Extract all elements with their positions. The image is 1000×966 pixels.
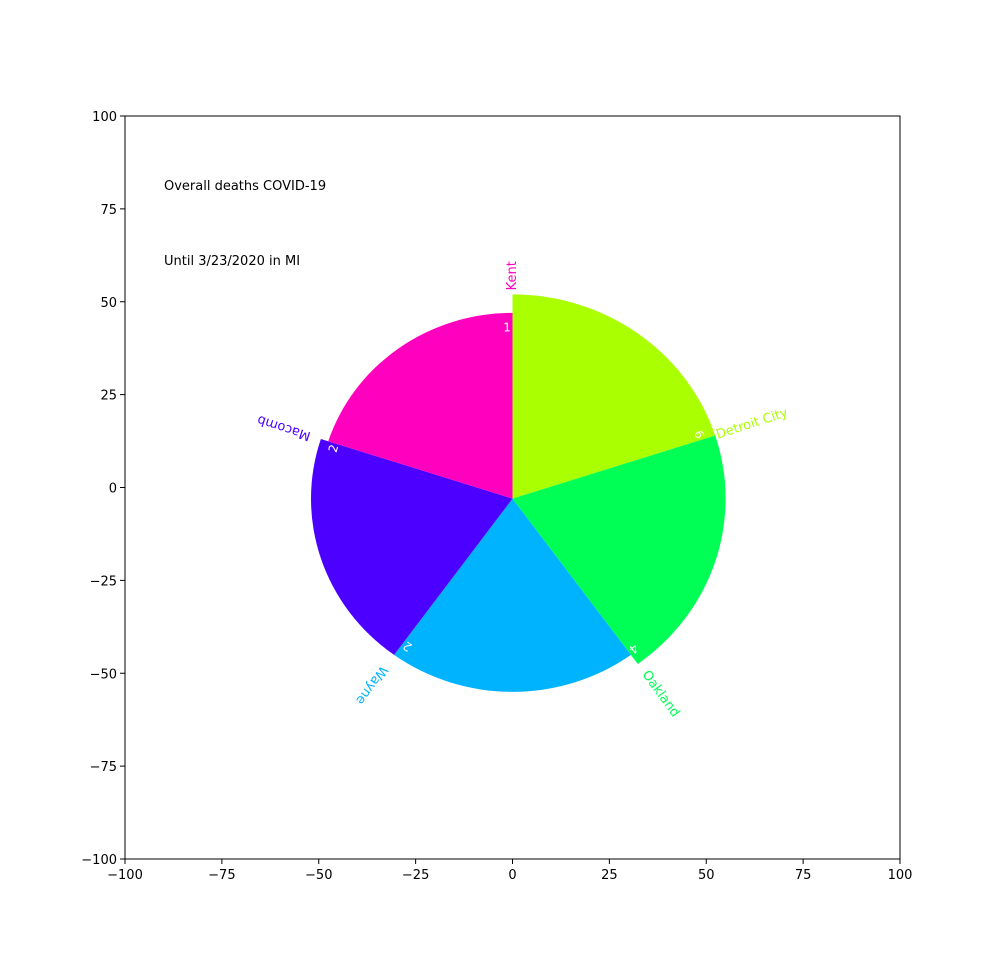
y-tick-label: 0	[109, 482, 117, 497]
x-tick-label: 100	[888, 868, 913, 883]
x-tick-label: 75	[795, 868, 812, 883]
slice-category-label: Macomb	[255, 412, 312, 443]
slice-category-label: Wayne	[352, 663, 390, 707]
x-tick-label: 0	[508, 868, 516, 883]
x-tick-label: −50	[305, 868, 332, 883]
slice-category-label: Oakland	[639, 668, 683, 720]
slice-value-label: 6	[691, 429, 707, 441]
pie-slice	[311, 438, 513, 655]
x-tick-label: 50	[698, 868, 715, 883]
pie-slice	[512, 435, 726, 664]
slice-value-label: 1	[503, 320, 511, 334]
ticks-layer: −100 −75 −50 −25 0 25 50 75 100 −100 −75 −50 −25 0 25 5…	[81, 110, 912, 883]
y-tick-label: −75	[90, 760, 117, 775]
y-tick-label: 50	[100, 296, 117, 311]
y-tick-label: 75	[100, 203, 117, 218]
slice-value-label: 2	[326, 443, 342, 454]
pie-slice	[512, 294, 716, 499]
y-tick-label: −100	[81, 853, 117, 868]
pie-slice	[328, 312, 513, 499]
y-tick-label: 100	[92, 110, 117, 125]
annotation-subtitle: Until 3/23/2020 in MI	[164, 254, 300, 269]
slice-category-label: Detroit City	[714, 405, 790, 442]
annotation-title: Overall deaths COVID-19	[164, 179, 326, 194]
x-tick-label: −100	[107, 868, 143, 883]
slices-layer	[311, 294, 726, 692]
x-tick-label: −25	[402, 868, 429, 883]
y-tick-label: −25	[90, 574, 117, 589]
y-tick-label: 25	[100, 389, 117, 404]
pie-slice	[394, 498, 631, 692]
y-tick-label: −50	[90, 667, 117, 682]
x-tick-label: −75	[208, 868, 235, 883]
x-tick-label: 25	[601, 868, 618, 883]
slice-category-label: Kent	[505, 261, 520, 290]
